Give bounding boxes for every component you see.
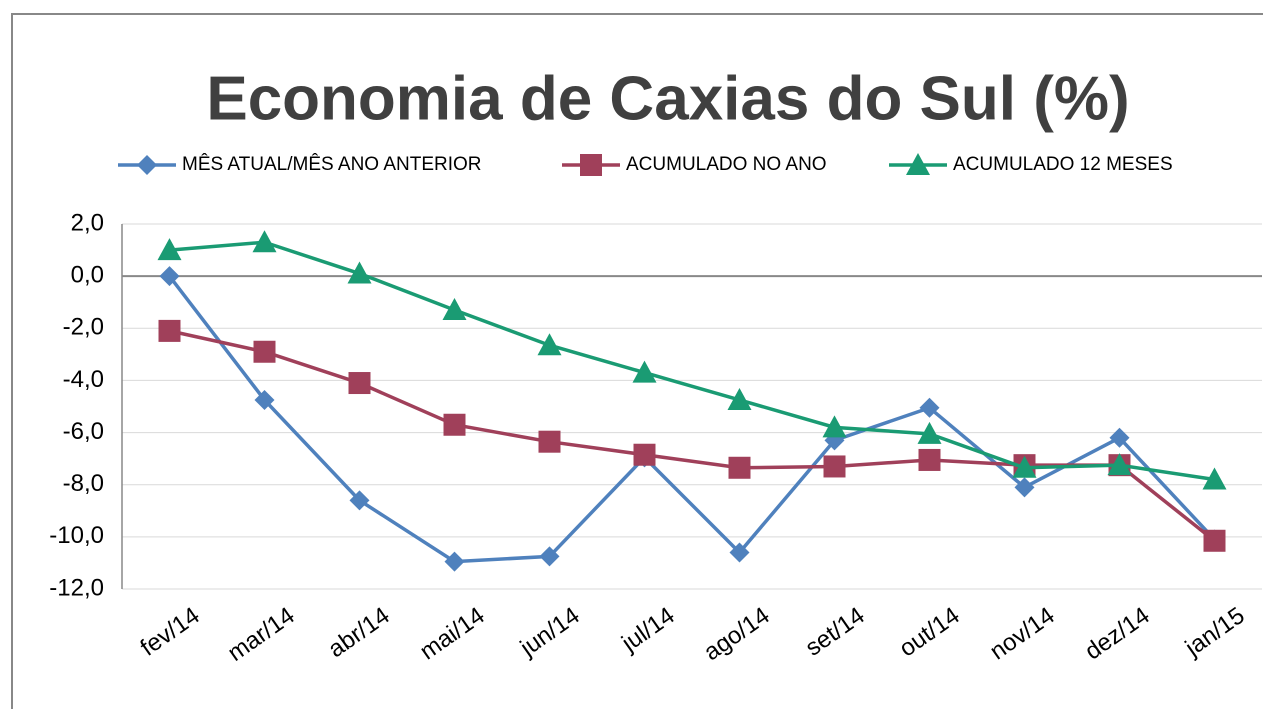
point bbox=[254, 389, 275, 410]
point bbox=[632, 360, 657, 383]
series-line bbox=[169, 240, 1215, 482]
y-tick-label: -12,0 bbox=[49, 574, 104, 601]
point bbox=[348, 372, 371, 395]
point bbox=[1202, 467, 1227, 490]
series-line bbox=[168, 275, 1216, 564]
point bbox=[918, 448, 941, 471]
y-tick-label: 0,0 bbox=[71, 261, 104, 288]
chart-title: Economia de Caxias do Sul (%) bbox=[206, 64, 1129, 133]
point bbox=[252, 230, 277, 253]
point bbox=[347, 261, 372, 284]
point bbox=[158, 319, 181, 342]
point bbox=[539, 546, 560, 567]
point bbox=[919, 397, 940, 418]
point bbox=[728, 456, 751, 479]
point bbox=[823, 455, 846, 478]
series-line bbox=[169, 329, 1216, 543]
y-tick-label: -4,0 bbox=[63, 366, 104, 393]
y-tick-label: 2,0 bbox=[71, 209, 104, 236]
point bbox=[729, 542, 750, 563]
point bbox=[633, 443, 656, 466]
point bbox=[442, 298, 467, 321]
point bbox=[537, 333, 562, 356]
point bbox=[1109, 427, 1130, 448]
point bbox=[443, 413, 466, 436]
point bbox=[1014, 477, 1035, 498]
point bbox=[157, 238, 182, 261]
point bbox=[137, 155, 157, 175]
y-tick-label: -2,0 bbox=[63, 314, 104, 341]
point bbox=[906, 153, 930, 175]
point bbox=[727, 387, 752, 410]
point bbox=[1107, 453, 1132, 476]
y-tick-label: -10,0 bbox=[49, 522, 104, 549]
legend-label: ACUMULADO NO ANO bbox=[626, 154, 827, 175]
point bbox=[159, 266, 180, 287]
y-tick-label: -6,0 bbox=[63, 418, 104, 445]
chart-frame bbox=[11, 13, 1263, 709]
point bbox=[1203, 529, 1226, 552]
point bbox=[917, 421, 942, 444]
point bbox=[580, 154, 602, 176]
point bbox=[1012, 455, 1037, 478]
point bbox=[822, 415, 847, 438]
legend-label: MÊS ATUAL/MÊS ANO ANTERIOR bbox=[182, 153, 482, 175]
point bbox=[349, 490, 370, 511]
legend-label: ACUMULADO 12 MESES bbox=[953, 154, 1173, 175]
point bbox=[444, 551, 465, 572]
point bbox=[253, 340, 276, 363]
y-tick-label: -8,0 bbox=[63, 470, 104, 497]
point bbox=[538, 430, 561, 453]
